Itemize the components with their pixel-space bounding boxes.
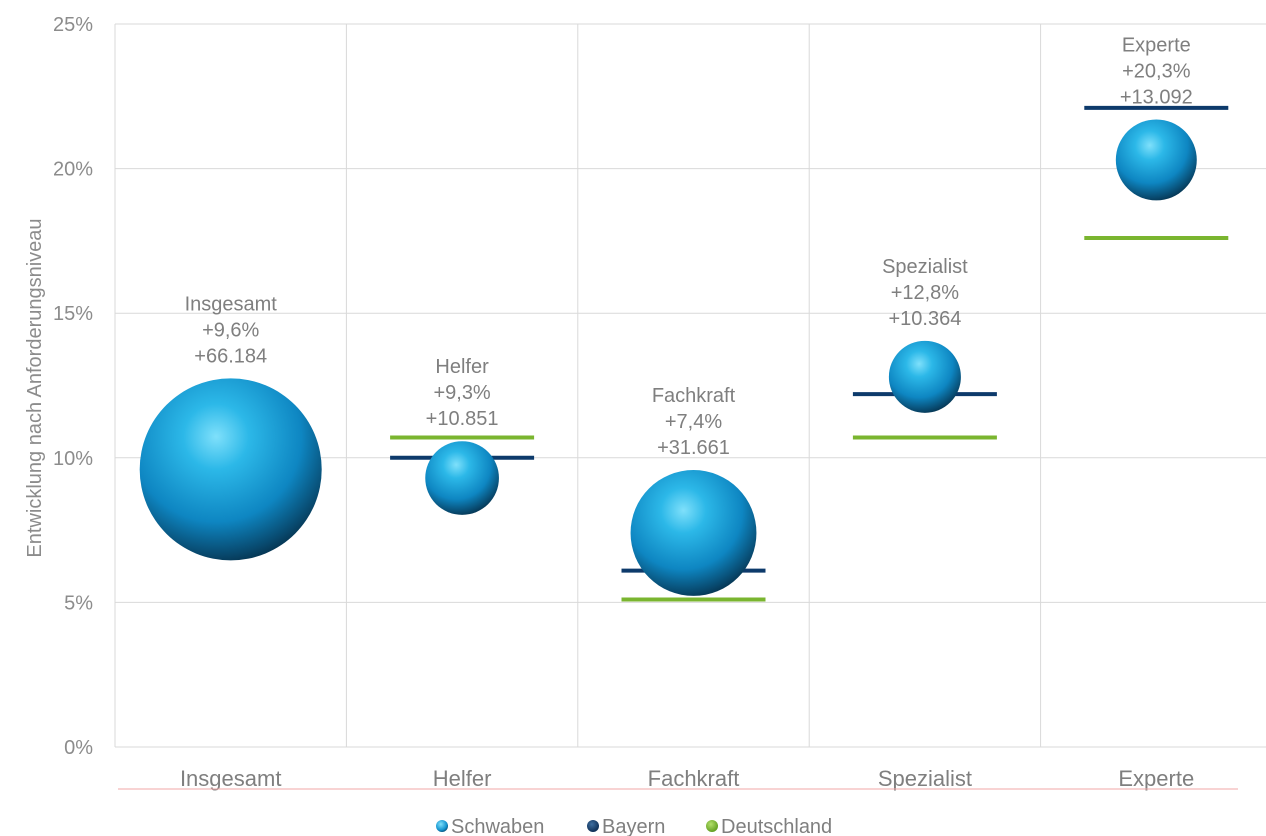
data-label-spezialist-1: +12,8% — [891, 282, 960, 304]
data-label-helfer-0: Helfer — [435, 356, 489, 378]
legend-label-deutschland: Deutschland — [721, 816, 832, 836]
y-tick-label: 0% — [64, 737, 93, 759]
x-tick-label-helfer: Helfer — [433, 766, 492, 791]
data-label-helfer-1: +9,3% — [433, 382, 490, 404]
bubble-fachkraft — [630, 470, 757, 596]
data-label-insgesamt-0: Insgesamt — [185, 293, 278, 315]
data-label-experte-1: +20,3% — [1122, 60, 1191, 82]
y-tick-label: 5% — [64, 592, 93, 614]
data-label-spezialist-2: +10.364 — [888, 308, 961, 330]
x-tick-label-spezialist: Spezialist — [878, 766, 972, 791]
data-label-fachkraft-1: +7,4% — [665, 411, 722, 433]
y-tick-label: 15% — [53, 303, 93, 325]
data-label-spezialist-0: Spezialist — [882, 256, 968, 278]
legend-label-bayern: Bayern — [602, 816, 665, 836]
legend-marker-deutschland — [706, 820, 718, 832]
y-tick-label: 20% — [53, 159, 93, 181]
bubble-experte — [1115, 119, 1197, 201]
legend: Schwaben Bayern Deutschland — [436, 816, 832, 836]
legend-marker-bayern — [587, 820, 599, 832]
bubble-helfer — [425, 441, 499, 515]
data-label-fachkraft-2: +31.661 — [657, 437, 730, 459]
data-label-experte-2: +13.092 — [1120, 86, 1193, 108]
legend-marker-schwaben — [436, 820, 448, 832]
data-label-insgesamt-2: +66.184 — [194, 345, 267, 367]
bubble-series — [139, 119, 1197, 596]
bubble-annotations: Insgesamt +9,6% +66.184 Helfer +9,3% +10.851 F… — [185, 34, 1193, 459]
x-axis-categories: Insgesamt Helfer Fachkraft Spezialist Expert… — [180, 766, 1194, 791]
data-label-helfer-2: +10.851 — [426, 408, 499, 430]
bubble-insgesamt — [139, 378, 322, 561]
y-tick-label: 10% — [53, 448, 93, 470]
y-axis-ticks: 0% 5% 10% 15% 20% 25% — [53, 14, 93, 759]
x-tick-label-fachkraft: Fachkraft — [648, 766, 740, 791]
data-label-fachkraft-0: Fachkraft — [652, 385, 736, 407]
legend-label-schwaben: Schwaben — [451, 816, 544, 836]
data-label-insgesamt-1: +9,6% — [202, 319, 259, 341]
x-tick-label-experte: Experte — [1118, 766, 1194, 791]
y-tick-label: 25% — [53, 14, 93, 36]
y-axis-label: Entwicklung nach Anforderungsniveau — [24, 218, 46, 557]
bubble-spezialist — [888, 340, 961, 413]
data-label-experte-0: Experte — [1122, 34, 1191, 56]
x-tick-label-insgesamt: Insgesamt — [180, 766, 282, 791]
